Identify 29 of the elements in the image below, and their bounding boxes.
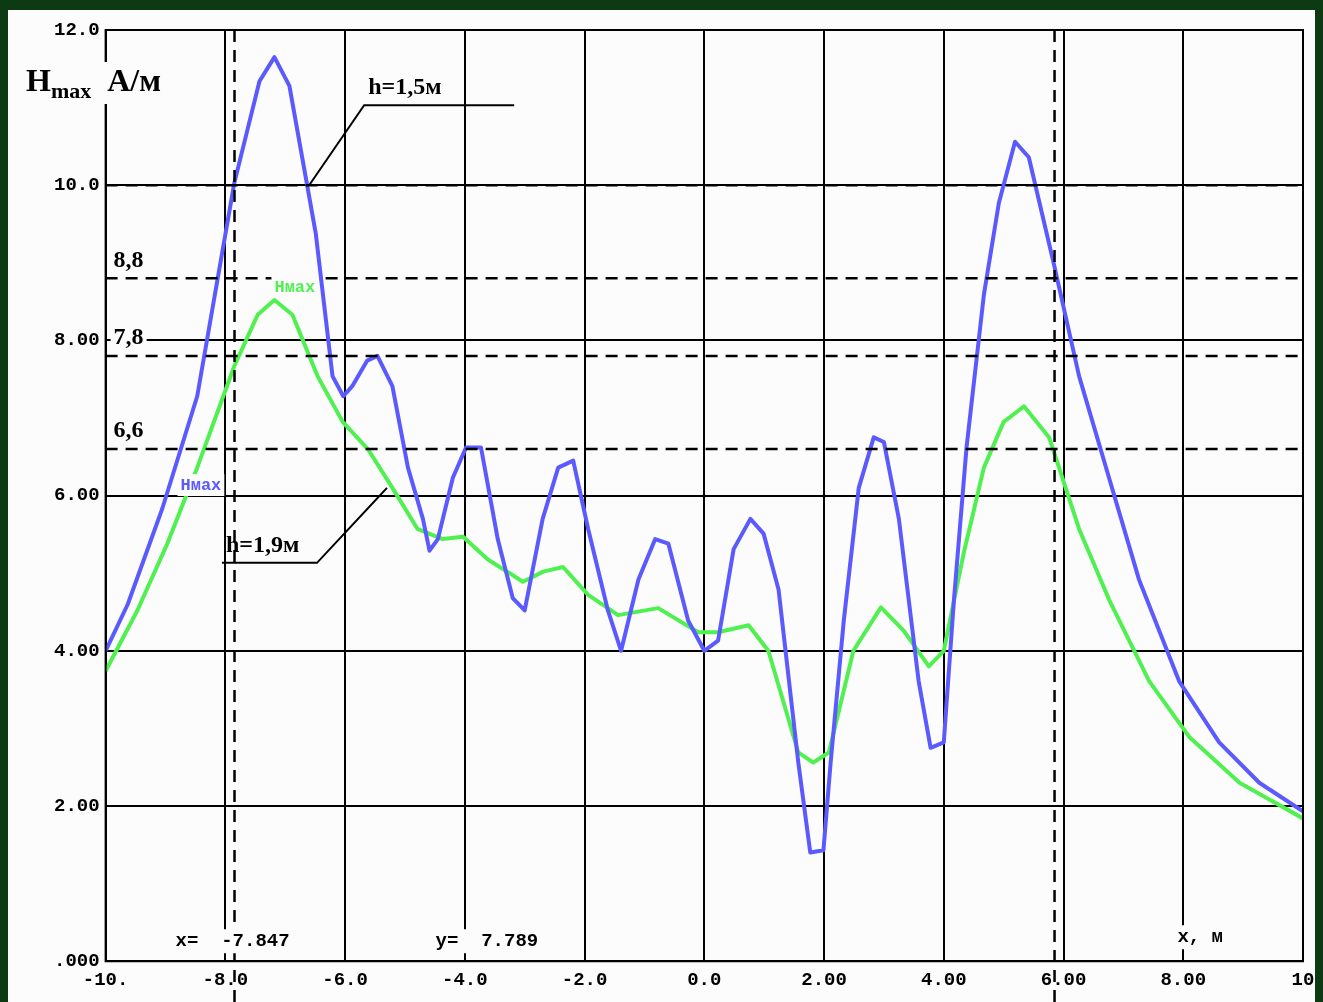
series-label: Hмax bbox=[274, 277, 316, 297]
y-tick-label: 8.00 bbox=[54, 329, 100, 352]
annotation: x= -7.847 bbox=[175, 930, 290, 953]
y-tick-label: 6.00 bbox=[54, 484, 100, 507]
annotation: y= 7.789 bbox=[435, 930, 539, 953]
ref-line-label: 6,6 bbox=[113, 416, 144, 443]
y-tick-label: 2.00 bbox=[54, 794, 100, 817]
x-tick-label: -4.0 bbox=[442, 969, 488, 992]
ref-line-label: 7,8 bbox=[113, 323, 144, 350]
x-axis-title: x, м bbox=[1177, 926, 1223, 949]
annotation: h=1,5м bbox=[368, 73, 442, 100]
annotation: h=1,9м bbox=[225, 531, 300, 558]
y-axis-title: H$_{max}$ А/м bbox=[22, 62, 166, 105]
x-tick-label: 0.0 bbox=[687, 969, 722, 992]
x-tick-label: 4.00 bbox=[920, 969, 967, 992]
y-tick-label: 12.0 bbox=[54, 18, 100, 41]
x-tick-label: -6.0 bbox=[322, 969, 368, 992]
x-tick-label: -2.0 bbox=[561, 969, 608, 992]
y-tick-label: 10.0 bbox=[54, 173, 100, 196]
y-tick-label: .000 bbox=[54, 949, 100, 972]
x-tick-label: 8.00 bbox=[1160, 969, 1207, 992]
x-tick-label: 2.00 bbox=[801, 969, 847, 992]
x-tick-label: 10 bbox=[1291, 969, 1315, 992]
series-label: Hмax bbox=[180, 475, 222, 495]
y-tick-label: 4.00 bbox=[54, 639, 100, 662]
x-tick-label: -8.0 bbox=[202, 969, 249, 992]
ref-line-label: 8,8 bbox=[113, 245, 144, 272]
x-tick-label: 6.00 bbox=[1040, 969, 1087, 992]
x-tick-label: -10. bbox=[82, 969, 129, 992]
